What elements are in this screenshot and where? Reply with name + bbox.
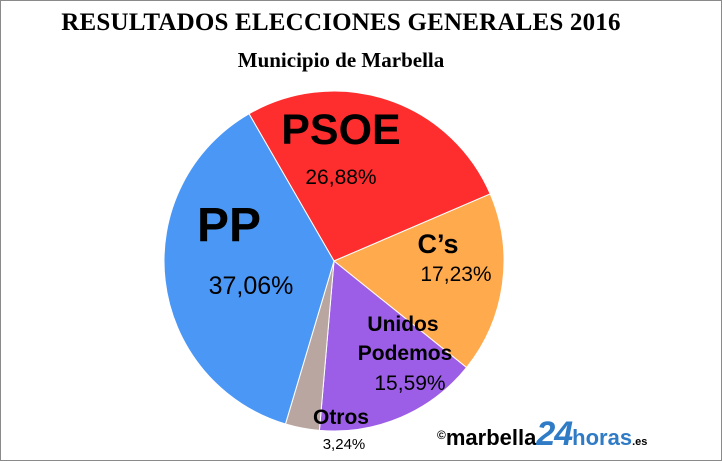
chart-subtitle: Municipio de Marbella [237,48,445,72]
slice-label-unidos-podemos-line2: Podemos [358,342,453,365]
slice-value-pp: 37,06% [209,272,294,300]
credit-site: marbella [445,425,537,450]
pie-slice-c-s [333,193,505,369]
credit-number: 24 [536,415,573,453]
slice-label-c-s: C’s [417,229,458,259]
chart-title: RESULTADOS ELECCIONES GENERALES 2016 [61,9,621,36]
pie-slice-unidos-podemos [318,260,468,432]
slice-label-psoe: PSOE [281,106,401,154]
slice-label-otros: Otros [313,406,369,429]
slice-label-pp: PP [197,199,261,252]
pie-slice-pp [163,113,335,425]
slice-label-unidos-podemos: Unidos [367,313,438,336]
source-credit-logo: ©marbella24horas.es [437,415,647,455]
copyright-symbol: © [437,428,446,442]
slice-value-c-s: 17,23% [420,263,491,286]
credit-horas: horas [572,425,633,450]
slice-value-unidos-podemos: 15,59% [374,372,445,395]
slice-value-otros: 3,24% [323,436,366,453]
pie-slice-psoe [248,90,491,262]
credit-tld: .es [632,436,648,448]
slice-value-psoe: 26,88% [305,166,376,189]
